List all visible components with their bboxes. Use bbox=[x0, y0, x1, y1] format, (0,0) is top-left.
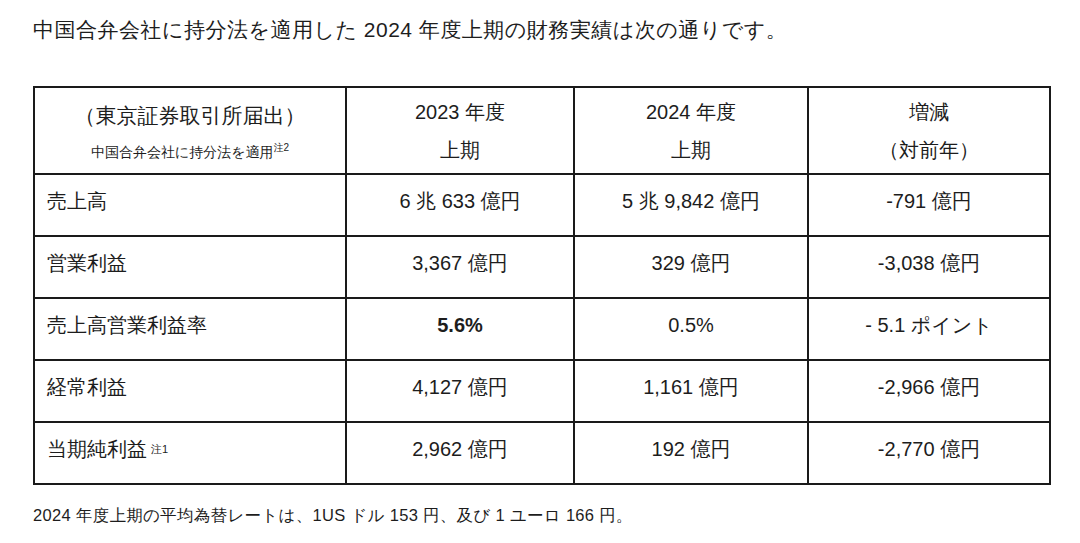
table-row-net-sales: 売上高 6 兆 633 億円 5 兆 9,842 億円 -791 億円 bbox=[34, 174, 1050, 236]
table-row-ordinary-profit: 経常利益 4,127 億円 1,161 億円 -2,966 億円 bbox=[34, 360, 1050, 422]
change-value: -2,770 億円 bbox=[808, 422, 1050, 484]
fy2023-value: 4,127 億円 bbox=[346, 360, 574, 422]
table-header-row: （東京証券取引所届出） 中国合弁会社に持分法を適用注2 2023 年度 上期 2… bbox=[34, 87, 1050, 174]
row-label: 当期純利益注1 bbox=[34, 422, 346, 484]
fy2024-value: 5 兆 9,842 億円 bbox=[574, 174, 808, 236]
page-title: 中国合弁会社に持分法を適用した 2024 年度上期の財務実績は次の通りです。 bbox=[33, 16, 787, 44]
row-label: 経常利益 bbox=[34, 360, 346, 422]
table-row-operating-margin: 売上高営業利益率 5.6% 0.5% - 5.1 ポイント bbox=[34, 298, 1050, 360]
header-corner-cell: （東京証券取引所届出） 中国合弁会社に持分法を適用注2 bbox=[34, 87, 346, 174]
footnote-ref-2: 注2 bbox=[274, 142, 290, 153]
fy2024-value: 192 億円 bbox=[574, 422, 808, 484]
change-value: - 5.1 ポイント bbox=[808, 298, 1050, 360]
header-corner-subtitle: 中国合弁会社に持分法を適用注2 bbox=[35, 133, 345, 167]
header-change: 増減 （対前年） bbox=[808, 87, 1050, 174]
fy2023-value: 3,367 億円 bbox=[346, 236, 574, 298]
row-label: 売上高営業利益率 bbox=[34, 298, 346, 360]
financial-report-page: 中国合弁会社に持分法を適用した 2024 年度上期の財務実績は次の通りです。 （… bbox=[0, 0, 1080, 543]
header-fy2024: 2024 年度 上期 bbox=[574, 87, 808, 174]
table-row-net-income: 当期純利益注1 2,962 億円 192 億円 -2,770 億円 bbox=[34, 422, 1050, 484]
header-fy2023: 2023 年度 上期 bbox=[346, 87, 574, 174]
row-label: 営業利益 bbox=[34, 236, 346, 298]
footnote-ref-1: 注1 bbox=[147, 443, 168, 455]
header-corner-title: （東京証券取引所届出） bbox=[35, 95, 345, 133]
fy2023-value: 5.6% bbox=[346, 298, 574, 360]
row-label: 売上高 bbox=[34, 174, 346, 236]
change-value: -791 億円 bbox=[808, 174, 1050, 236]
fy2024-value: 1,161 億円 bbox=[574, 360, 808, 422]
exchange-rate-note: 2024 年度上期の平均為替レートは、1US ドル 153 円、及び 1 ユーロ… bbox=[33, 505, 633, 527]
change-value: -2,966 億円 bbox=[808, 360, 1050, 422]
table-row-operating-profit: 営業利益 3,367 億円 329 億円 -3,038 億円 bbox=[34, 236, 1050, 298]
fy2024-value: 0.5% bbox=[574, 298, 808, 360]
fy2023-value: 2,962 億円 bbox=[346, 422, 574, 484]
fy2024-value: 329 億円 bbox=[574, 236, 808, 298]
fy2023-value: 6 兆 633 億円 bbox=[346, 174, 574, 236]
financial-results-table: （東京証券取引所届出） 中国合弁会社に持分法を適用注2 2023 年度 上期 2… bbox=[33, 86, 1051, 485]
change-value: -3,038 億円 bbox=[808, 236, 1050, 298]
